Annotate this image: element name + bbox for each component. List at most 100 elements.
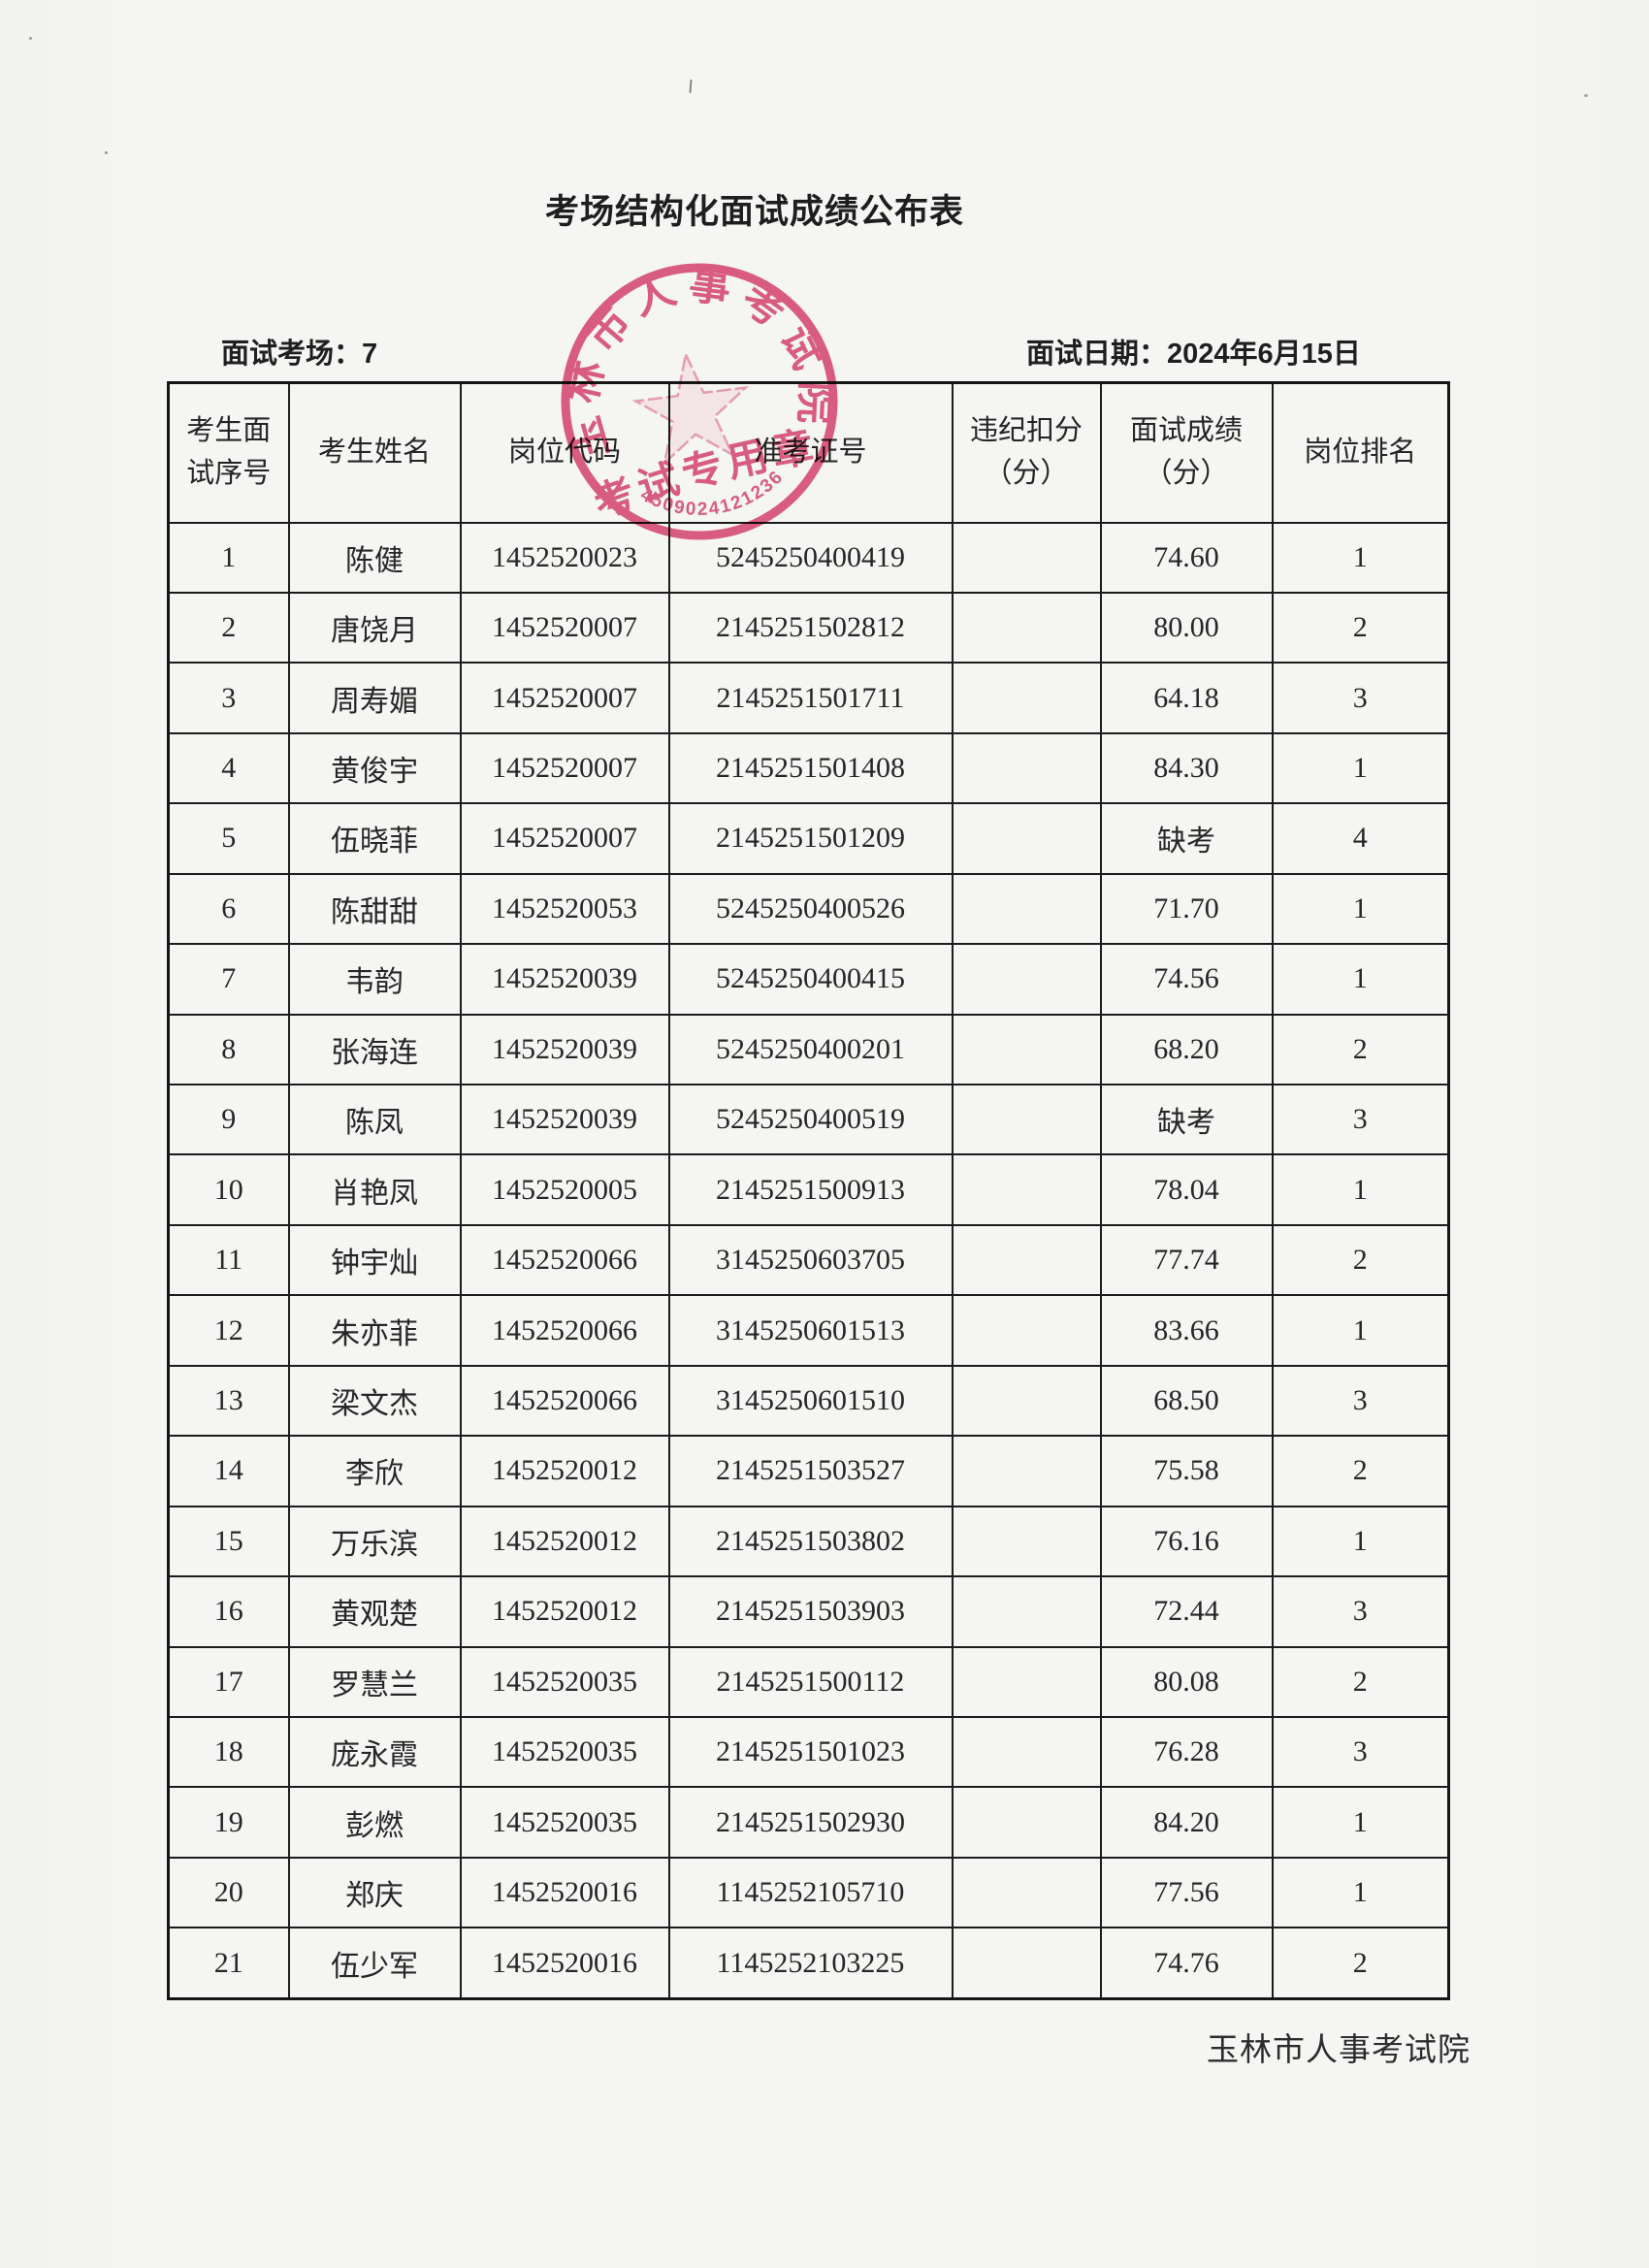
column-header-name: 考生姓名 <box>287 381 462 524</box>
cell-score: 72.44 <box>1099 1575 1274 1648</box>
cell-ticket-no: 2145251500913 <box>667 1153 954 1226</box>
cell-deduction <box>951 872 1102 946</box>
cell-score: 71.70 <box>1099 872 1274 946</box>
cell-score: 76.28 <box>1099 1715 1274 1789</box>
cell-post-code: 1452520012 <box>459 1575 670 1648</box>
cell-deduction <box>951 591 1102 664</box>
cell-ticket-no: 2145251503903 <box>667 1575 954 1648</box>
table-row: 15 万乐滨 1452520012 2145251503802 76.16 1 <box>167 1505 1450 1578</box>
cell-ticket-no: 2145251501209 <box>667 802 954 875</box>
cell-rank: 1 <box>1271 1153 1450 1226</box>
cell-score: 76.16 <box>1099 1505 1274 1578</box>
cell-name: 唐饶月 <box>287 591 462 664</box>
cell-rank: 1 <box>1271 1505 1450 1578</box>
cell-seq: 12 <box>167 1294 290 1367</box>
table-body: 1 陈健 1452520023 5245250400419 74.60 1 2 唐饶月 1452… <box>167 521 1450 2000</box>
cell-ticket-no: 2145251502812 <box>667 591 954 664</box>
cell-post-code: 1452520035 <box>459 1786 670 1859</box>
issuer-signature: 玉林市人事考试院 <box>1207 2033 1471 2068</box>
cell-post-code: 1452520039 <box>459 943 670 1016</box>
cell-post-code: 1452520066 <box>459 1223 670 1297</box>
table-row: 10 肖艳凤 1452520005 2145251500913 78.04 1 <box>167 1153 1450 1226</box>
cell-name: 陈甜甜 <box>287 872 462 946</box>
cell-rank: 1 <box>1271 731 1450 805</box>
cell-seq: 10 <box>167 1153 290 1226</box>
cell-score: 77.74 <box>1099 1223 1274 1297</box>
table-row: 14 李欣 1452520012 2145251503527 75.58 2 <box>167 1435 1450 1507</box>
cell-seq: 5 <box>167 802 290 875</box>
cell-ticket-no: 2145251503802 <box>667 1505 954 1578</box>
cell-score: 74.76 <box>1099 1927 1274 2000</box>
cell-seq: 6 <box>167 872 290 946</box>
cell-rank: 1 <box>1271 872 1450 946</box>
cell-ticket-no: 3145250601513 <box>667 1294 954 1367</box>
cell-post-code: 1452520039 <box>459 1083 670 1156</box>
cell-score: 68.50 <box>1099 1364 1274 1438</box>
table-row: 1 陈健 1452520023 5245250400419 74.60 1 <box>167 521 1450 594</box>
cell-score: 缺考 <box>1099 1083 1274 1156</box>
cell-seq: 16 <box>167 1575 290 1648</box>
cell-seq: 1 <box>167 521 290 594</box>
cell-post-code: 1452520016 <box>459 1856 670 1929</box>
cell-name: 黄观楚 <box>287 1575 462 1648</box>
cell-score: 75.58 <box>1099 1435 1274 1507</box>
cell-seq: 11 <box>167 1223 290 1297</box>
cell-name: 伍晓菲 <box>287 802 462 875</box>
cell-seq: 3 <box>167 662 290 734</box>
exam-room-value: 7 <box>362 339 378 370</box>
cell-rank: 3 <box>1271 1715 1450 1789</box>
table-row: 21 伍少军 1452520016 1145252103225 74.76 2 <box>167 1927 1450 2000</box>
cell-post-code: 1452520007 <box>459 591 670 664</box>
cell-score: 77.56 <box>1099 1856 1274 1929</box>
cell-seq: 15 <box>167 1505 290 1578</box>
table-row: 20 郑庆 1452520016 1145252105710 77.56 1 <box>167 1856 1450 1929</box>
cell-ticket-no: 2145251503527 <box>667 1435 954 1507</box>
cell-deduction <box>951 943 1102 1016</box>
cell-post-code: 1452520007 <box>459 731 670 805</box>
cell-post-code: 1452520007 <box>459 802 670 875</box>
cell-rank: 1 <box>1271 1856 1450 1929</box>
exam-date-value: 2024年6月15日 <box>1167 339 1361 370</box>
scan-speck <box>29 37 32 40</box>
cell-name: 彭燃 <box>287 1786 462 1859</box>
cell-rank: 1 <box>1271 943 1450 1016</box>
cell-post-code: 1452520007 <box>459 662 670 734</box>
cell-name: 李欣 <box>287 1435 462 1507</box>
cell-post-code: 1452520035 <box>459 1715 670 1789</box>
cell-name: 肖艳凤 <box>287 1153 462 1226</box>
cell-rank: 4 <box>1271 802 1450 875</box>
cell-deduction <box>951 1223 1102 1297</box>
cell-post-code: 1452520016 <box>459 1927 670 2000</box>
cell-score: 74.56 <box>1099 943 1274 1016</box>
cell-post-code: 1452520066 <box>459 1294 670 1367</box>
cell-seq: 19 <box>167 1786 290 1859</box>
cell-rank: 1 <box>1271 521 1450 594</box>
cell-deduction <box>951 1645 1102 1718</box>
cell-deduction <box>951 1013 1102 1086</box>
header-row: 考生面 试序号 考生姓名 岗位代码 准考证号 违纪扣分 （分） 面试成绩 （分） 岗位排名 <box>167 381 1450 524</box>
exam-room-field: 面试考场：7 <box>221 331 377 372</box>
cell-score: 80.00 <box>1099 591 1274 664</box>
cell-seq: 9 <box>167 1083 290 1156</box>
exam-room-label: 面试考场： <box>221 339 363 370</box>
cell-name: 庞永霞 <box>287 1715 462 1789</box>
cell-rank: 3 <box>1271 1364 1450 1438</box>
cell-seq: 13 <box>167 1364 290 1438</box>
cell-name: 张海连 <box>287 1013 462 1086</box>
table-row: 8 张海连 1452520039 5245250400201 68.20 2 <box>167 1013 1450 1086</box>
exam-date-label: 面试日期： <box>1026 339 1168 370</box>
cell-name: 万乐滨 <box>287 1505 462 1578</box>
cell-name: 黄俊宇 <box>287 731 462 805</box>
cell-ticket-no: 2145251501711 <box>667 662 954 734</box>
cell-seq: 18 <box>167 1715 290 1789</box>
cell-ticket-no: 3145250603705 <box>667 1223 954 1297</box>
cell-deduction <box>951 1505 1102 1578</box>
cell-ticket-no: 5245250400201 <box>667 1013 954 1086</box>
cell-deduction <box>951 1435 1102 1507</box>
table-row: 13 梁文杰 1452520066 3145250601510 68.50 3 <box>167 1364 1450 1438</box>
cell-ticket-no: 1145252105710 <box>667 1856 954 1929</box>
cell-rank: 2 <box>1271 1927 1450 2000</box>
cell-deduction <box>951 731 1102 805</box>
column-header-post-code: 岗位代码 <box>459 381 670 524</box>
cell-post-code: 1452520012 <box>459 1505 670 1578</box>
